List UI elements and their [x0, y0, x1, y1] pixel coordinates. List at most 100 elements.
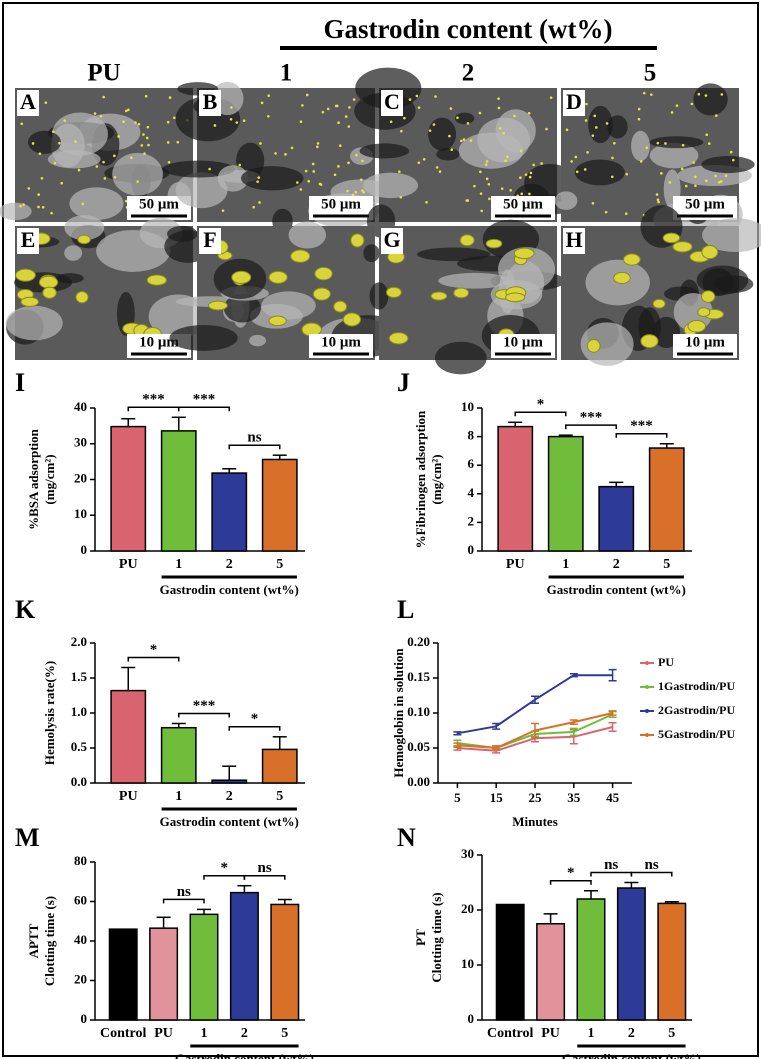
platelet: [732, 158, 735, 162]
platelet: [296, 181, 299, 184]
x-tick-label: 5: [663, 557, 670, 572]
platelet: [450, 148, 454, 152]
platelet: [52, 130, 55, 133]
platelet: [513, 114, 516, 118]
texture: [702, 218, 761, 253]
platelet: [127, 108, 130, 112]
scale-label: 50 μm: [685, 196, 725, 212]
platelet: [701, 245, 719, 260]
platelet: [102, 95, 105, 99]
platelet: [660, 172, 663, 175]
platelet: [351, 193, 355, 197]
error-bar: [453, 731, 462, 736]
platelet: [610, 175, 614, 179]
header-title: Gastrodin content (wt%): [324, 14, 613, 44]
significance-label: ns: [604, 857, 618, 873]
group-label: Gastrodin content (wt%): [562, 1051, 701, 1059]
platelet: [701, 290, 716, 303]
significance-bracket: [178, 406, 230, 412]
error-bar: [569, 673, 578, 678]
bar: [270, 903, 300, 1021]
x-tick-label: 2: [226, 789, 233, 804]
x-tick-label: Control: [487, 1026, 534, 1041]
panel-label-bg: [381, 228, 403, 254]
platelet: [662, 232, 681, 244]
platelet: [690, 102, 694, 106]
platelet: [122, 120, 125, 123]
platelet: [166, 120, 170, 124]
platelet: [485, 160, 489, 163]
platelet: [583, 168, 587, 171]
group-label: Gastrodin content (wt%): [547, 582, 686, 597]
texture: [554, 191, 578, 210]
platelet: [15, 268, 36, 282]
platelet: [528, 175, 532, 179]
y-tick-label: 8: [468, 428, 475, 443]
x-tick-label: 5: [668, 1026, 675, 1041]
platelet: [168, 96, 172, 99]
platelet: [176, 140, 180, 144]
x-tick-label: PU: [506, 557, 525, 572]
platelet: [672, 241, 693, 253]
legend-label: 5Gastrodin/PU: [658, 727, 735, 741]
chart-label: J: [397, 368, 410, 397]
platelet: [645, 146, 649, 150]
platelet: [342, 312, 362, 327]
texture: [64, 215, 105, 241]
platelet: [207, 300, 228, 311]
platelet: [40, 176, 44, 180]
platelet: [77, 234, 91, 245]
platelet: [488, 197, 491, 201]
chart-label: L: [397, 595, 414, 624]
y-tick-label: 0.0: [71, 774, 87, 789]
platelet: [60, 181, 63, 185]
platelet: [130, 156, 133, 159]
x-tick-label: PU: [541, 1026, 560, 1041]
platelet: [465, 199, 469, 202]
bar: [648, 447, 685, 552]
platelet: [134, 121, 137, 124]
platelet: [670, 111, 674, 114]
platelet: [707, 142, 711, 145]
y-axis-label: Clotting time (s): [429, 892, 444, 982]
texture: [436, 148, 460, 161]
platelet: [485, 238, 503, 249]
group-label: Gastrodin content (wt%): [160, 582, 299, 597]
platelet: [448, 134, 451, 138]
platelet: [307, 179, 311, 183]
texture: [649, 136, 704, 149]
texture: [701, 155, 755, 174]
significance-label: ns: [177, 884, 191, 900]
platelet: [172, 116, 176, 120]
platelet: [230, 106, 233, 109]
platelet: [584, 119, 588, 122]
platelet: [520, 192, 524, 196]
column-label: 5: [644, 60, 657, 87]
platelet: [623, 253, 641, 266]
platelet: [613, 141, 616, 145]
platelet: [388, 332, 409, 345]
bar: [229, 891, 259, 1021]
significance-bracket: [549, 880, 592, 885]
platelet: [487, 183, 491, 186]
y-axis-label: Hemoglobin in solution: [391, 648, 406, 778]
legend-marker: [645, 733, 649, 737]
texture: [162, 160, 236, 178]
platelet: [337, 121, 340, 124]
platelet: [242, 119, 246, 122]
y-tick-label: 0: [81, 542, 88, 557]
y-tick-label: 40: [74, 399, 87, 414]
platelet: [529, 171, 533, 175]
platelet: [415, 94, 419, 98]
platelet: [268, 270, 288, 284]
texture: [64, 245, 83, 261]
platelet: [434, 95, 437, 98]
bar: [110, 689, 147, 784]
texture: [96, 229, 171, 272]
platelet: [403, 116, 406, 120]
y-tick-label: 0.15: [407, 669, 430, 684]
x-tick-label: 5: [281, 1026, 288, 1041]
y-axis-label: APTT: [26, 923, 41, 958]
platelet: [593, 114, 597, 118]
platelet: [687, 320, 706, 333]
